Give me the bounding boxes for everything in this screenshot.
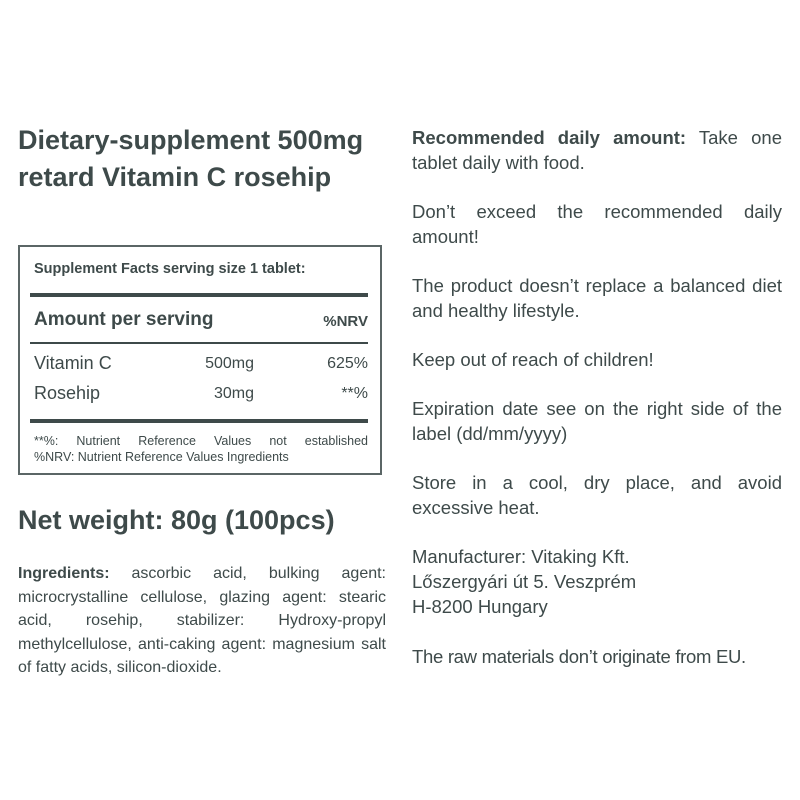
divider	[30, 342, 368, 344]
manufacturer-line: H-8200 Hungary	[412, 596, 548, 617]
nutrient-nrv: **%	[341, 385, 368, 402]
ingredients: Ingredients: ascorbic acid, bulking agen…	[18, 562, 386, 680]
warning-exceed: Don’t exceed the recommended daily amoun…	[412, 201, 782, 247]
amount-per-serving-label: Amount per serving	[34, 309, 214, 330]
nrv-header: %NRV	[323, 313, 368, 330]
manufacturer-line: Manufacturer: Vitaking Kft.	[412, 546, 630, 567]
nutrient-amount: 30mg	[213, 385, 254, 402]
nutrient-name: Rosehip	[34, 383, 101, 403]
divider	[30, 419, 368, 423]
manufacturer-info: Manufacturer: Vitaking Kft. Lőszergyári …	[412, 544, 782, 619]
nutrient-amount: 500mg	[205, 355, 254, 372]
divider	[30, 293, 368, 297]
nutrient-row: Rosehip 30mg **%	[34, 383, 368, 407]
manufacturer-line: Lőszergyári út 5. Veszprém	[412, 571, 637, 592]
recommended-amount: Recommended daily amount: Take one table…	[412, 125, 782, 175]
expiration-info: Expiration date see on the right side of…	[412, 398, 782, 444]
supplement-facts-box: Supplement Facts serving size 1 tablet: …	[18, 245, 382, 475]
product-title: Dietary-supplement 500mg retard Vitamin …	[18, 125, 364, 192]
ingredients-text: ascorbic acid, bulking agent: microcryst…	[18, 565, 386, 676]
origin-info: The raw materials don’t originate from E…	[412, 646, 746, 667]
nutrient-row: Vitamin C 500mg 625%	[34, 353, 368, 377]
recommended-text: Take one tablet daily with food.	[412, 127, 782, 173]
nutrient-nrv: 625%	[327, 355, 368, 372]
facts-header: Supplement Facts serving size 1 tablet:	[34, 261, 306, 277]
footnote: %NRV: Nutrient Reference Values Ingredie…	[34, 450, 289, 464]
nutrient-name: Vitamin C	[34, 353, 112, 373]
recommended-label: Recommended daily amount:	[412, 127, 687, 148]
diet-notice: The product doesn’t replace a balanced d…	[412, 275, 782, 321]
children-warning: Keep out of reach of children!	[412, 349, 654, 370]
ingredients-label: Ingredients:	[18, 565, 110, 582]
net-weight: Net weight: 80g (100pcs)	[18, 505, 335, 535]
footnotes: **%: Nutrient Reference Values not estab…	[34, 433, 368, 465]
footnote: **%: Nutrient Reference Values not estab…	[34, 434, 368, 448]
storage-info: Store in a cool, dry place, and avoid ex…	[412, 472, 782, 518]
